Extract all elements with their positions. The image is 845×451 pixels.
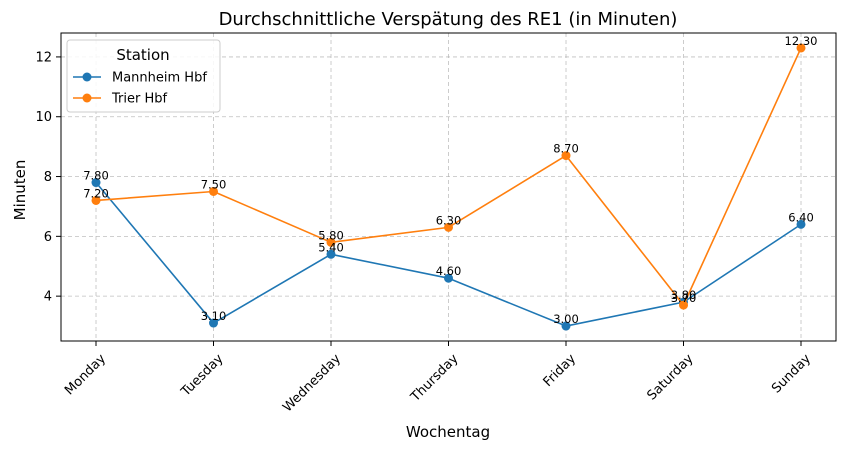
series-layer xyxy=(91,43,806,331)
legend-box xyxy=(66,39,221,113)
legend-entries: Mannheim Hbf Trier Hbf xyxy=(73,71,207,107)
data-point xyxy=(561,321,571,331)
data-point xyxy=(796,43,806,53)
legend-entry: Trier Hbf xyxy=(73,92,167,107)
x-tick-label: Monday xyxy=(62,351,109,398)
data-label: 12.30 xyxy=(785,34,818,48)
y-tick-label: 12 xyxy=(35,50,52,65)
data-point xyxy=(796,219,806,229)
data-point xyxy=(209,186,218,196)
y-tick-label: 4 xyxy=(44,290,52,305)
x-tick-label: Tuesday xyxy=(178,351,227,400)
data-label: 8.70 xyxy=(553,142,579,156)
data-point xyxy=(444,222,453,232)
data-label: 7.20 xyxy=(83,186,109,200)
data-point xyxy=(91,195,101,205)
y-axis: 4 6 8 10 12 xyxy=(35,50,61,305)
data-label: 7.80 xyxy=(83,169,109,183)
legend-label: Trier Hbf xyxy=(111,92,167,107)
legend-entry: Mannheim Hbf xyxy=(73,71,207,86)
data-label: 3.80 xyxy=(671,288,697,302)
data-label: 6.30 xyxy=(436,213,462,227)
x-tick-label: Friday xyxy=(541,351,580,390)
legend-marker xyxy=(82,93,92,103)
legend-title: Station xyxy=(116,46,169,64)
data-label: 7.50 xyxy=(201,177,227,191)
data-point xyxy=(326,249,336,259)
y-axis-label: Minuten xyxy=(11,160,29,221)
data-label: 6.40 xyxy=(788,210,814,224)
y-tick-label: 8 xyxy=(44,170,52,185)
y-tick-label: 6 xyxy=(44,230,52,245)
data-label: 3.70 xyxy=(671,291,697,305)
data-point xyxy=(209,318,218,328)
data-label: 4.60 xyxy=(436,264,462,278)
series-trier-hbf xyxy=(91,43,806,310)
x-tick-label: Thursday xyxy=(407,351,461,405)
data-labels: 7.80 3.10 5.40 4.60 3.00 3.80 6.40 7.20 7.50 5.80… xyxy=(83,34,817,326)
data-label: 3.00 xyxy=(553,312,579,326)
data-point xyxy=(326,237,336,247)
data-label: 3.10 xyxy=(201,309,227,323)
x-tick-label: Saturday xyxy=(645,351,697,403)
legend-marker xyxy=(82,72,92,82)
data-label: 5.80 xyxy=(318,228,344,242)
x-axis: Monday Tuesday Wednesday Thursday Friday Satu… xyxy=(62,341,814,415)
data-label: 5.40 xyxy=(318,240,344,254)
x-axis-label: Wochentag xyxy=(406,423,490,441)
chart-title: Durchschnittliche Verspätung des RE1 (in… xyxy=(219,9,678,30)
legend: Station Mannheim Hbf Trier Hbf xyxy=(66,39,221,113)
legend-label: Mannheim Hbf xyxy=(112,71,207,86)
data-point xyxy=(444,273,453,283)
data-point xyxy=(91,178,101,188)
x-tick-label: Wednesday xyxy=(280,351,344,415)
x-tick-label: Sunday xyxy=(769,351,814,396)
data-point xyxy=(561,151,571,161)
y-tick-label: 10 xyxy=(35,110,52,125)
data-point xyxy=(679,300,688,310)
